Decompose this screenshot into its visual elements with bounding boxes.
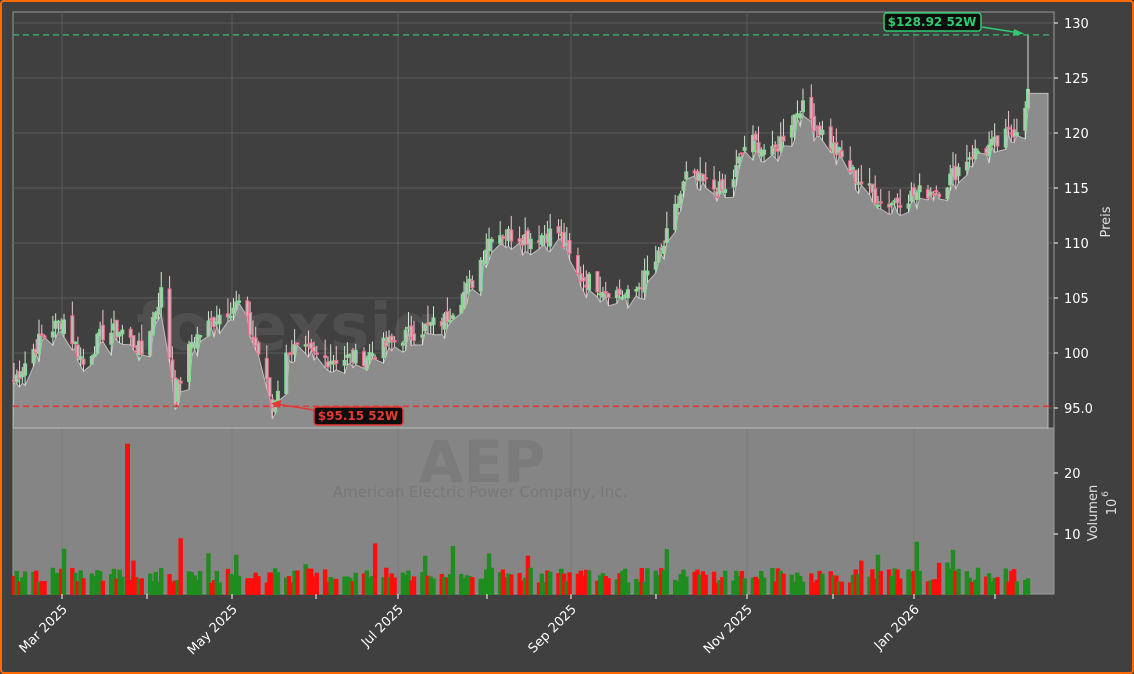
date-tick-label: May 2025	[185, 602, 241, 658]
high-52w-label: $128.92 52W	[888, 15, 977, 29]
52w-lines	[13, 34, 1054, 408]
date-tick-label: Jan 2026	[871, 602, 923, 654]
price-tick-label: 115	[1064, 182, 1089, 197]
price-axis-label: Preis	[1099, 206, 1114, 237]
date-tick-label: Nov 2025	[701, 602, 756, 657]
high-52w-annotation: $128.92 52W	[883, 12, 1024, 36]
date-tick-label: Mar 2025	[17, 602, 71, 656]
volume-unit-label: 10	[1105, 499, 1120, 516]
price-tick-label: 130	[1064, 17, 1089, 32]
price-tick-label: 110	[1064, 237, 1089, 252]
low-52w-annotation: $95.15 52W	[271, 400, 404, 426]
price-tick-label: 100	[1064, 347, 1089, 362]
price-tick-label: 105	[1064, 292, 1089, 307]
volume-tick-label: 20	[1064, 467, 1081, 482]
volume-tick-label: 10	[1064, 528, 1081, 543]
candlesticks	[12, 34, 1030, 419]
watermark-ticker: AEP	[418, 428, 545, 496]
watermark-company: American Electric Power Company, Inc.	[333, 483, 627, 501]
volume-bars	[11, 443, 1031, 595]
volume-axis-label: Volumen	[1086, 485, 1101, 542]
date-tick-label: Sep 2025	[526, 602, 580, 656]
price-tick-label: 120	[1064, 127, 1089, 142]
low-52w-label: $95.15 52W	[318, 409, 398, 423]
price-tick-label: 95.0	[1064, 402, 1093, 417]
price-tick-label: 125	[1064, 72, 1089, 87]
svg-text:6: 6	[1101, 491, 1111, 497]
annotations: $128.92 52W $95.15 52W	[271, 12, 1024, 426]
price-area	[12, 92, 1049, 429]
date-tick-label: Jul 2025	[358, 602, 407, 651]
